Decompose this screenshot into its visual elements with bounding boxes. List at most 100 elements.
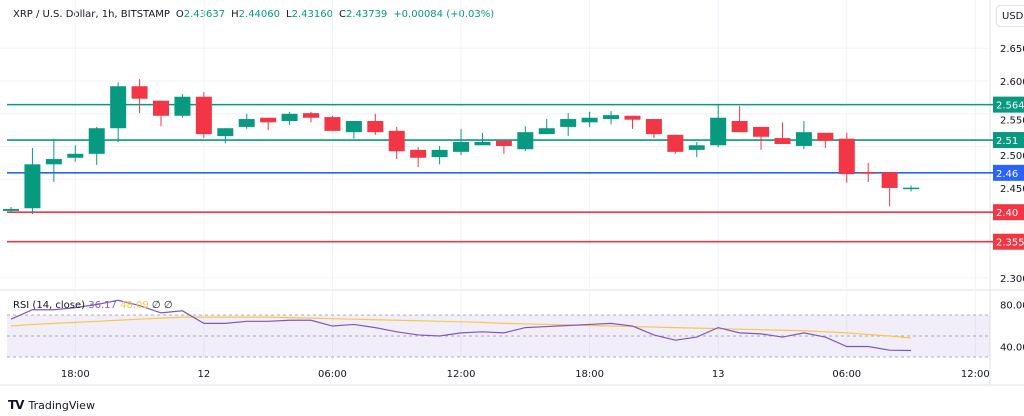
candle	[453, 128, 470, 156]
level-price-label: 2.40	[996, 208, 1018, 219]
candle	[217, 128, 234, 144]
time-tick-label: 12:00	[447, 369, 476, 380]
candle-body	[238, 119, 255, 127]
candle-body	[410, 149, 427, 158]
candle-body	[431, 149, 448, 158]
candle-body	[24, 164, 41, 209]
time-tick-label: 06:00	[832, 369, 861, 380]
candle	[174, 94, 191, 118]
candle	[753, 126, 770, 150]
candle	[860, 163, 877, 183]
candle-body	[260, 117, 277, 123]
level-price-tag	[993, 96, 1024, 113]
candle-body	[560, 119, 577, 127]
level-price-tag	[993, 164, 1024, 181]
level-price-tag	[993, 204, 1024, 221]
candle	[110, 82, 127, 143]
candle	[388, 126, 405, 160]
candle-body	[817, 132, 834, 141]
change-value: +0.00084 (+0.03%)	[393, 9, 495, 20]
candle-body	[860, 172, 877, 174]
candle-body	[303, 113, 320, 118]
level-price-label: 2.46	[996, 169, 1018, 180]
candle	[774, 122, 791, 144]
candle-body	[45, 159, 62, 165]
rsi-legend: RSI (14, close) 36.17 48.09 ∅ ∅	[13, 300, 173, 311]
candle-body	[281, 113, 298, 122]
level-price-label: 2.564	[996, 101, 1024, 112]
candle	[667, 134, 684, 154]
candle-body	[688, 145, 705, 150]
candle-body	[217, 128, 234, 137]
rsi-extra-1: ∅	[151, 300, 161, 311]
price-tick-label: 2.550	[1000, 116, 1024, 127]
candle	[281, 111, 298, 125]
candle-body	[110, 86, 127, 129]
candle	[345, 121, 362, 139]
rsi-tick-label: 40.00	[1000, 343, 1024, 354]
candle-body	[3, 208, 19, 211]
candle-body	[495, 140, 512, 146]
candle	[195, 92, 212, 139]
price-tick-label: 2.600	[1000, 77, 1024, 88]
candle	[410, 147, 427, 167]
candle-body	[710, 117, 727, 146]
price-tick-label: 2.450	[1000, 184, 1024, 195]
candle-body	[581, 117, 598, 123]
time-tick-label: 13	[712, 369, 725, 380]
candle-body	[795, 132, 812, 146]
candle	[710, 103, 727, 148]
candle	[45, 138, 62, 183]
candle	[645, 119, 662, 139]
candle	[603, 111, 620, 125]
candle-body	[645, 119, 662, 135]
candle	[538, 119, 555, 135]
candle	[795, 121, 812, 150]
candle	[881, 172, 898, 207]
candle	[131, 79, 148, 114]
brand-name: TradingView	[28, 398, 95, 412]
rsi-line	[10, 299, 912, 352]
candle-body	[67, 153, 84, 158]
candle-body	[881, 172, 898, 188]
rsi-value: 36.17	[88, 300, 117, 311]
candle	[153, 100, 170, 127]
symbol-legend: XRP / U.S. Dollar, 1h, BITSTAMP O 2.43637…	[13, 9, 495, 20]
time-tick-label: 18:00	[61, 369, 90, 380]
time-tick-label: 18:00	[575, 369, 604, 380]
candle	[324, 115, 341, 131]
candle-body	[903, 187, 920, 190]
candle	[495, 140, 512, 154]
price-tick-label: 2.300	[1000, 274, 1024, 285]
candle-body	[345, 121, 362, 133]
high-value: 2.44060	[238, 9, 281, 20]
currency-button[interactable]: USD	[996, 5, 1024, 27]
candle	[474, 132, 491, 146]
candle-body	[731, 121, 748, 133]
candle	[817, 132, 834, 148]
candle-body	[538, 128, 555, 135]
candle-body	[774, 138, 791, 144]
candle	[581, 111, 598, 127]
candle-body	[667, 134, 684, 152]
candle-body	[324, 117, 341, 131]
candle-body	[517, 132, 534, 150]
candle	[303, 111, 320, 123]
candle	[24, 147, 41, 215]
tradingview-logo-icon: TV	[8, 398, 25, 412]
candle	[731, 105, 748, 133]
symbol-title: XRP / U.S. Dollar, 1h, BITSTAMP	[13, 9, 170, 20]
candle	[67, 145, 84, 162]
candle	[3, 206, 19, 213]
candle-body	[388, 130, 405, 152]
candle	[688, 142, 705, 158]
candle-body	[174, 96, 191, 116]
candle-body	[838, 138, 855, 175]
level-price-tag	[993, 132, 1024, 149]
level-price-label: 2.51	[996, 136, 1018, 147]
candle-body	[88, 128, 105, 154]
time-tick-label: 12	[198, 369, 211, 380]
rsi-tick-label: 80.00	[1000, 301, 1024, 312]
candle	[903, 185, 920, 192]
